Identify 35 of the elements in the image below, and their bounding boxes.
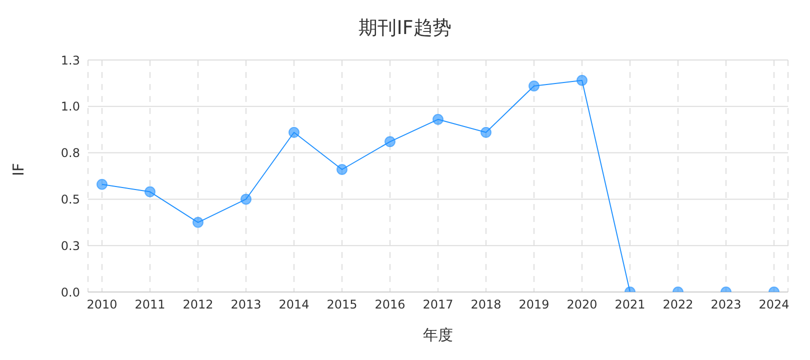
y-tick-label: 0.8	[60, 146, 80, 160]
x-tick-label: 2023	[710, 298, 742, 312]
y-tick-label: 1.3	[60, 53, 80, 68]
x-tick-label: 2020	[566, 298, 598, 312]
x-tick-label: 2024	[758, 298, 790, 312]
x-tick-label: 2014	[278, 298, 310, 312]
x-axis-title: 年度	[423, 326, 453, 344]
x-tick-label: 2018	[470, 298, 502, 312]
x-tick-label: 2015	[326, 298, 358, 312]
point	[384, 136, 396, 148]
y-tick-label: 0.0	[60, 285, 80, 300]
y-axis-title: IF	[9, 162, 28, 176]
point	[144, 186, 156, 198]
x-tick-label: 2016	[374, 298, 406, 312]
x-tick-label: 2013	[230, 298, 262, 312]
point	[528, 80, 540, 92]
point	[336, 164, 348, 176]
point	[240, 194, 252, 205]
y-tick-label: 0.3	[60, 238, 80, 253]
x-tick-label: 2022	[662, 298, 694, 312]
point	[480, 126, 492, 138]
point	[576, 74, 588, 86]
x-tick-label: 2019	[518, 298, 550, 312]
point	[192, 216, 204, 228]
x-tick-label: 2010	[86, 298, 118, 312]
x-tick-label: 2011	[134, 298, 166, 312]
y-tick-label: 0.5	[60, 192, 80, 206]
x-tick-label: 2012	[182, 298, 214, 312]
chart-title: 期刊IF趋势	[358, 16, 452, 41]
x-tick-label: 2021	[614, 298, 646, 312]
point	[96, 178, 108, 190]
x-tick-label: 2017	[422, 298, 454, 312]
y-tick-label: 1.0	[60, 100, 80, 114]
point	[288, 126, 300, 138]
point	[432, 114, 444, 125]
